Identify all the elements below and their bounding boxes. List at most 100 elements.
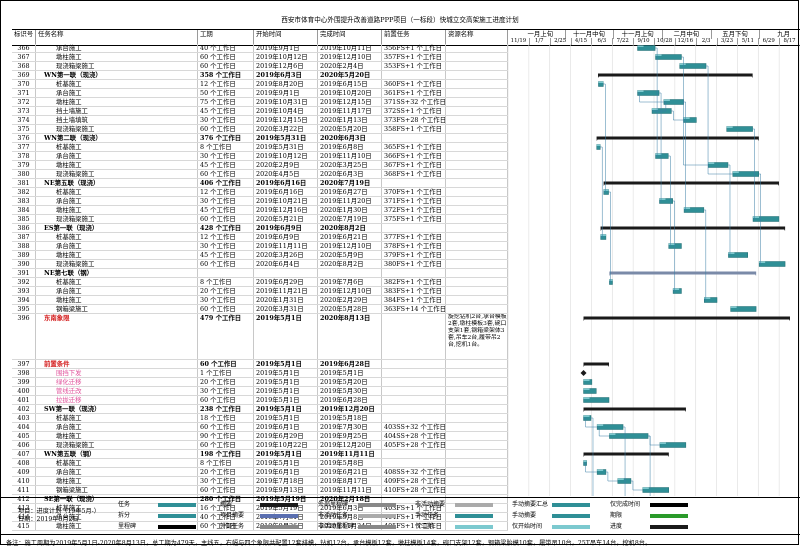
cell-predecessors xyxy=(382,495,446,503)
table-row[interactable]: 374 挡土墙填筑 30 个工作日 2019年12月15日 2020年1月13日 373F… xyxy=(12,116,508,125)
table-row[interactable]: 376 WN第二联（现浇） 376 个工作日 2019年5月31日 2020年6月3日 xyxy=(12,134,508,143)
table-row[interactable]: 390 现浇箱梁施工 60 个工作日 2020年6月4日 2020年8月2日 380FS+… xyxy=(12,260,508,269)
table-row[interactable]: 393 承台施工 20 个工作日 2019年11月21日 2019年12月10日 383F… xyxy=(12,287,508,296)
cell-task-name: 拉拢迁移 xyxy=(36,396,198,404)
legend-swatch xyxy=(552,525,590,529)
table-row[interactable]: 375 现浇箱梁施工 60 个工作日 2020年3月22日 2020年5月20日 358F… xyxy=(12,125,508,134)
table-row[interactable]: 380 现浇箱梁施工 60 个工作日 2020年4月5日 2020年6月3日 368FS+… xyxy=(12,170,508,179)
cell-duration: 60 个工作日 xyxy=(198,423,254,431)
cell-start: 2019年7月18日 xyxy=(254,477,318,485)
cell-start: 2020年6月4日 xyxy=(254,260,318,268)
table-row[interactable]: 395 钢箱梁施工 60 个工作日 2020年3月31日 2020年5月28日 363FS… xyxy=(12,305,508,314)
cell-finish: 2019年11月10日 xyxy=(318,152,382,160)
table-row[interactable]: 386 ES第一联（现浇） 428 个工作日 2019年6月9日 2020年8月2日 xyxy=(12,224,508,233)
legend-swatch xyxy=(455,514,493,518)
col-header-resources[interactable]: 资源名称 xyxy=(446,30,508,45)
table-row[interactable]: 397 前置条件 60 个工作日 2019年5月1日 2019年6月28日 xyxy=(12,360,508,369)
table-row[interactable]: 378 承台施工 30 个工作日 2019年10月12日 2019年11月10日 366F… xyxy=(12,152,508,161)
table-row[interactable]: 371 承台施工 50 个工作日 2019年9月1日 2019年10月20日 361FS+… xyxy=(12,89,508,98)
table-row[interactable]: 389 墩柱施工 45 个工作日 2020年3月26日 2020年5月9日 379FS+1… xyxy=(12,251,508,260)
table-row[interactable]: 368 现浇箱梁施工 60 个工作日 2019年12月6日 2020年2月4日 353FS… xyxy=(12,62,508,71)
table-row[interactable]: 401 拉拢迁移 60 个工作日 2019年5月1日 2019年6月28日 xyxy=(12,396,508,405)
col-header-start[interactable]: 开始时间 xyxy=(254,30,318,45)
cell-duration: 30 个工作日 xyxy=(198,387,254,395)
table-row[interactable]: 400 管线迁改 30 个工作日 2019年5月1日 2019年5月30日 xyxy=(12,387,508,396)
cell-start: 2020年2月9日 xyxy=(254,161,318,169)
cell-duration: 198 个工作日 xyxy=(198,450,254,458)
cell-task-name: 桩基施工 xyxy=(36,504,198,512)
table-row[interactable]: 369 WN第一联（现浇） 358 个工作日 2019年6月3日 2020年5月20日 xyxy=(12,71,508,80)
table-row[interactable]: 370 桩基施工 12 个工作日 2019年8月20日 2019年6月15日 360FS+… xyxy=(12,80,508,89)
gantt-task-bar xyxy=(732,171,759,177)
table-row[interactable]: 379 墩柱施工 45 个工作日 2020年2月9日 2020年3月25日 367FS+1… xyxy=(12,161,508,170)
table-row[interactable]: 391 NE第七联（钢） xyxy=(12,269,508,278)
cell-predecessors xyxy=(382,134,446,142)
col-header-name[interactable]: 任务名称 xyxy=(36,30,198,45)
cell-id: 395 xyxy=(12,305,36,313)
col-header-predecessors[interactable]: 前置任务 xyxy=(382,30,446,45)
table-row[interactable]: 387 桩基施工 12 个工作日 2019年6月9日 2019年6月21日 377FS+1… xyxy=(12,233,508,242)
cell-finish: 2019年10月11日 xyxy=(318,44,382,52)
cell-task-name: 桩基施工 xyxy=(36,143,198,151)
gantt-summary-cap xyxy=(583,407,587,412)
cell-start: 2019年5月1日 xyxy=(254,450,318,458)
table-row[interactable]: 388 承台施工 30 个工作日 2019年11月11日 2019年12月10日 378F… xyxy=(12,242,508,251)
table-row[interactable]: 402 SW第一联（现浇） 238 个工作日 2019年5月1日 2019年12月20日 xyxy=(12,405,508,414)
table-row[interactable]: 377 桩基施工 8 个工作日 2019年5月31日 2019年6月8日 365FS+1 … xyxy=(12,143,508,152)
cell-resources xyxy=(446,242,508,250)
legend-swatch xyxy=(650,503,688,507)
table-row[interactable]: 382 桩基施工 12 个工作日 2019年6月16日 2019年6月27日 370FS+… xyxy=(12,188,508,197)
timescale-bottom-label: 6/29 xyxy=(758,38,781,45)
legend-label: 外部任务 xyxy=(220,523,245,530)
cell-task-name: 桩基施工 xyxy=(36,278,198,286)
table-row[interactable]: 411 钢箱梁施工 60 个工作日 2019年9月13日 2019年11月11日 410F… xyxy=(12,486,508,495)
cell-finish: 2020年5月20日 xyxy=(318,71,382,79)
table-row[interactable]: 394 墩柱施工 30 个工作日 2020年1月31日 2020年2月29日 384FS+… xyxy=(12,296,508,305)
table-row[interactable]: 392 桩基施工 8 个工作日 2019年6月29日 2019年7月6日 382FS+1 … xyxy=(12,278,508,287)
table-row[interactable]: 381 NE第五联（现浇） 406 个工作日 2019年6月16日 2020年7月19日 xyxy=(12,179,508,188)
table-row[interactable]: 404 承台施工 60 个工作日 2019年6月1日 2019年7月30日 403SS+3… xyxy=(12,423,508,432)
table-row[interactable]: 399 绿化迁移 20 个工作日 2019年5月1日 2019年5月20日 xyxy=(12,378,508,387)
table-row[interactable]: 372 墩柱施工 75 个工作日 2019年10月31日 2019年12月15日 371S… xyxy=(12,98,508,107)
timescale-top-label: 十一月中旬 xyxy=(565,30,615,39)
cell-predecessors xyxy=(382,369,446,377)
gantt-dependency-line xyxy=(590,417,594,496)
cell-id: 405 xyxy=(12,432,36,440)
cell-resources xyxy=(446,360,508,368)
legend-label: 拆分 xyxy=(118,512,131,519)
table-row[interactable]: 408 桩基施工 8 个工作日 2019年5月1日 2019年5月8日 xyxy=(12,459,508,468)
gantt-dependency-line xyxy=(655,47,658,157)
table-row[interactable]: 366 承台施工 40 个工作日 2019年9月1日 2019年10月11日 356FS+… xyxy=(12,44,508,53)
cell-resources xyxy=(446,378,508,386)
cell-id: 399 xyxy=(12,378,36,386)
gantt-task-highlight xyxy=(609,279,613,281)
table-row[interactable]: 405 墩柱施工 90 个工作日 2019年6月29日 2019年9月25日 404SS+… xyxy=(12,432,508,441)
cell-resources xyxy=(446,197,508,205)
col-header-id[interactable]: 标识号 xyxy=(12,30,36,45)
table-row[interactable]: 367 墩柱施工 60 个工作日 2019年10月12日 2019年12月10日 357F… xyxy=(12,53,508,62)
table-row[interactable]: 410 墩柱施工 30 个工作日 2019年7月18日 2019年8月17日 409FS+… xyxy=(12,477,508,486)
col-header-finish[interactable]: 完成时间 xyxy=(318,30,382,45)
gantt-dependency-line xyxy=(600,146,603,238)
timescale-top-label: 十一月上旬 xyxy=(613,30,663,39)
table-row[interactable]: 385 现浇箱梁施工 60 个工作日 2020年5月21日 2020年7月19日 375F… xyxy=(12,215,508,224)
table-row[interactable]: 398 围挡下发 1 个工作日 2019年5月1日 2019年5月1日 xyxy=(12,369,508,378)
table-row[interactable]: 396 东南象限 479 个工作日 2019年5月1日 2020年8月13日 旋挖钻机2台… xyxy=(12,314,508,360)
table-row[interactable]: 406 现浇箱梁施工 60 个工作日 2019年10月22日 2019年12月20日 40… xyxy=(12,441,508,450)
timescale-bottom-label: 5/11 xyxy=(737,38,760,45)
cell-finish: 2019年11月20日 xyxy=(318,197,382,205)
legend-swatch xyxy=(552,514,590,518)
col-header-duration[interactable]: 工期 xyxy=(198,30,254,45)
table-row[interactable]: 413 桩基施工 16 个工作日 2019年5月19日 2019年6月3日 403FS+1… xyxy=(12,504,508,513)
cell-resources xyxy=(446,414,508,422)
table-row[interactable]: 384 墩柱施工 45 个工作日 2019年12月16日 2020年1月30日 372FS… xyxy=(12,206,508,215)
table-row[interactable]: 403 桩基施工 18 个工作日 2019年5月1日 2019年5月18日 xyxy=(12,414,508,423)
cell-start: 2019年12月16日 xyxy=(254,206,318,214)
cell-predecessors: 365FS+1 个工作日 xyxy=(382,143,446,151)
table-row[interactable]: 407 WN第五联（钢） 198 个工作日 2019年5月1日 2019年11月11日 xyxy=(12,450,508,459)
gantt-task-highlight xyxy=(583,397,590,399)
table-row[interactable]: 409 承台施工 20 个工作日 2019年6月1日 2019年6月21日 408SS+3… xyxy=(12,468,508,477)
cell-resources xyxy=(446,80,508,88)
table-row[interactable]: 373 挡土墙施工 45 个工作日 2019年10月4日 2019年11月17日 372S… xyxy=(12,107,508,116)
table-row[interactable]: 383 承台施工 30 个工作日 2019年10月21日 2019年11月20日 371F… xyxy=(12,197,508,206)
